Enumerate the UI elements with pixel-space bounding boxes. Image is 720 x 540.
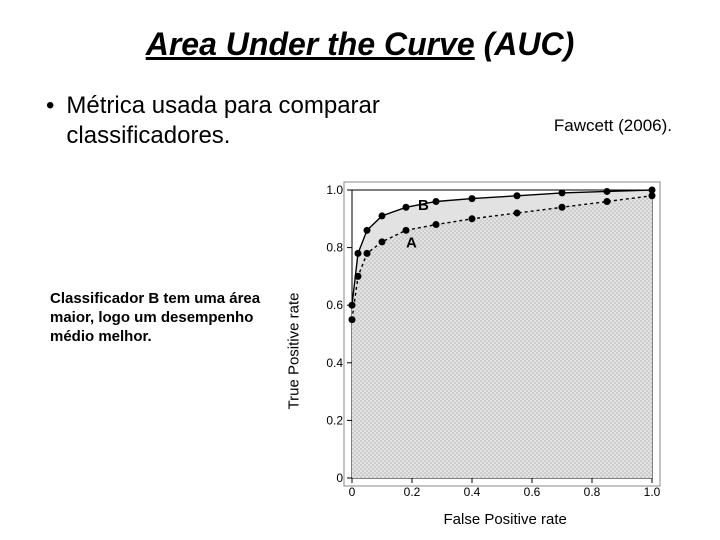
slide-title: Area Under the Curve (AUC)	[40, 26, 680, 63]
roc-chart: True Positive rate AB000.20.20.40.40.60.…	[300, 176, 680, 526]
roc-svg: A B 00 0.2 0.2 0.4 0.4 0.6 0.6 0.8 0.8 1.0 1.0	[300, 176, 680, 526]
svg-text:B: B	[418, 197, 429, 214]
svg-text:0.6: 0.6	[524, 485, 541, 499]
bullet-item: • Métrica usada para comparar classifica…	[46, 91, 486, 151]
svg-text:0: 0	[349, 485, 356, 499]
title-rest: (AUC)	[475, 26, 575, 62]
bullet-text: Métrica usada para comparar classificado…	[66, 91, 486, 151]
svg-text:0.4: 0.4	[326, 356, 343, 370]
title-underlined: Area Under the Curve	[146, 26, 475, 62]
caption-text: Classificador B tem uma área maior, logo…	[50, 290, 280, 346]
svg-text:0.6: 0.6	[326, 298, 343, 312]
svg-text:0.4: 0.4	[464, 485, 481, 499]
citation-text: Fawcett (2006).	[554, 116, 672, 136]
bullet-dot: •	[46, 91, 54, 151]
svg-text:0.2: 0.2	[326, 413, 343, 427]
svg-text:1.0: 1.0	[644, 485, 661, 499]
svg-text:0.2: 0.2	[404, 485, 421, 499]
y-axis-label: True Positive rate	[286, 293, 303, 410]
svg-text:0: 0	[336, 471, 343, 485]
svg-text:0.8: 0.8	[326, 241, 343, 255]
x-axis-label: False Positive rate	[443, 511, 566, 528]
svg-text:0.8: 0.8	[584, 485, 601, 499]
svg-text:A: A	[406, 235, 417, 252]
svg-text:1.0: 1.0	[326, 183, 343, 197]
